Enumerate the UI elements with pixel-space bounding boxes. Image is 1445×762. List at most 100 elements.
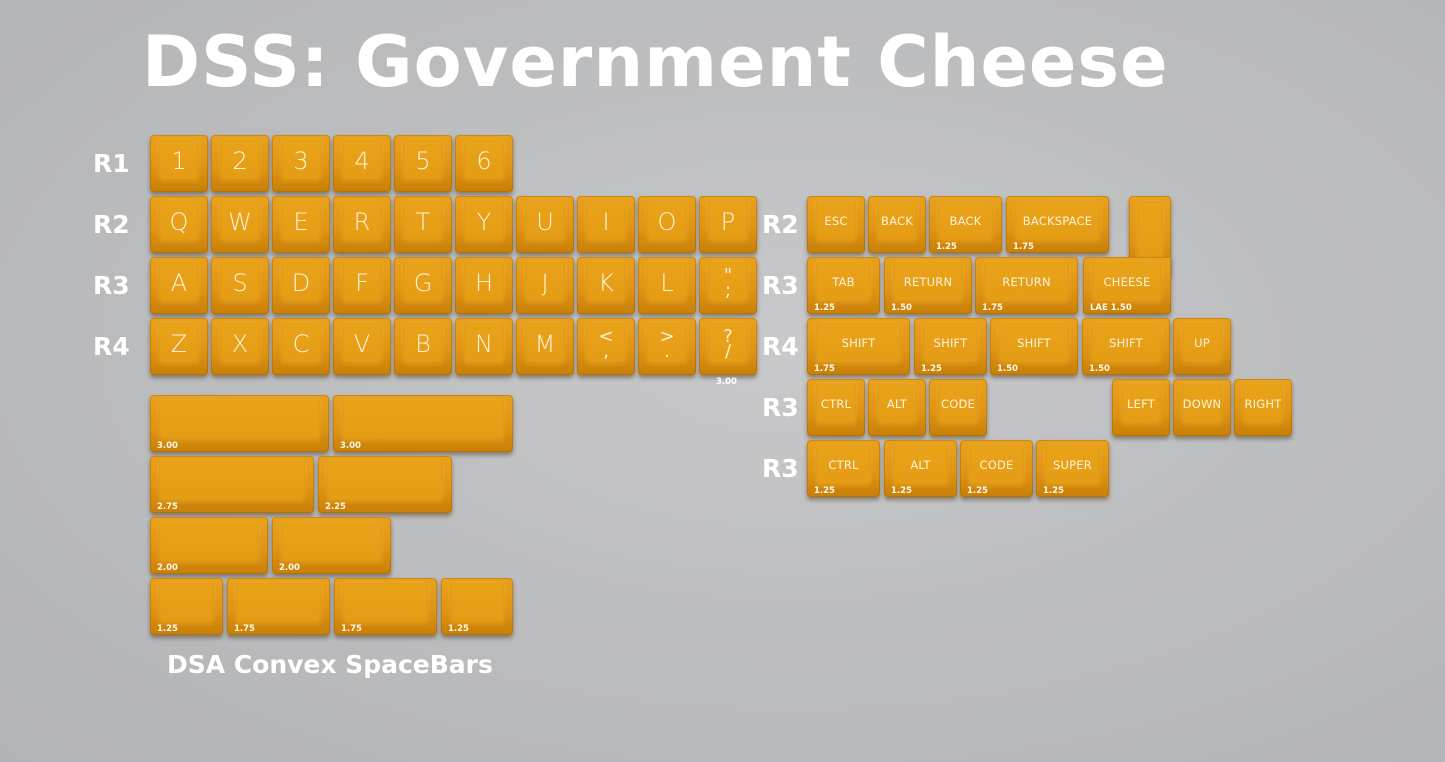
spacebar-175-a[interactable]: 1.75 <box>227 578 330 635</box>
keycap-down[interactable]: DOWN <box>1173 379 1231 436</box>
key-legend: 4 <box>354 146 370 175</box>
keycap-ctrl-1u[interactable]: CTRL <box>807 379 865 436</box>
keycap-slash[interactable]: ? / <box>699 318 757 375</box>
key-legend: " ; <box>723 264 733 301</box>
keycap-super-125[interactable]: SUPER 1.25 <box>1036 440 1109 497</box>
spacebar-300-a[interactable]: 3.00 <box>150 395 329 452</box>
keycap-p[interactable]: P <box>699 196 757 253</box>
keycap-back-125[interactable]: BACK 1.25 <box>929 196 1002 253</box>
keycap-m[interactable]: M <box>516 318 574 375</box>
key-size: 1.75 <box>341 624 362 634</box>
keycap-left[interactable]: LEFT <box>1112 379 1170 436</box>
keycap-b[interactable]: B <box>394 318 452 375</box>
keycap-up[interactable]: UP <box>1173 318 1231 375</box>
keycap-period[interactable]: > . <box>638 318 696 375</box>
keycap-esc[interactable]: ESC <box>807 196 865 253</box>
keycap-6[interactable]: 6 <box>455 135 513 192</box>
key-legend: W <box>228 207 252 236</box>
keycap-return-175[interactable]: RETURN 1.75 <box>975 257 1078 314</box>
spacebar-caption: DSA Convex SpaceBars <box>167 650 493 679</box>
keycap-y[interactable]: Y <box>455 196 513 253</box>
keycap-u[interactable]: U <box>516 196 574 253</box>
keycap-k[interactable]: K <box>577 257 635 314</box>
keycap-5[interactable]: 5 <box>394 135 452 192</box>
keycap-i[interactable]: I <box>577 196 635 253</box>
keycap-x[interactable]: X <box>211 318 269 375</box>
keycap-j[interactable]: J <box>516 257 574 314</box>
keycap-quote[interactable]: " ; <box>699 257 757 314</box>
keycap-c[interactable]: C <box>272 318 330 375</box>
keycap-1[interactable]: 1 <box>150 135 208 192</box>
spacebar-200-a[interactable]: 2.00 <box>150 517 268 574</box>
key-size: 1.25 <box>921 364 942 374</box>
key-legend: 6 <box>476 146 492 175</box>
spacebar-125-b[interactable]: 1.25 <box>441 578 513 635</box>
keycap-code-1u[interactable]: CODE <box>929 379 987 436</box>
key-legend: CODE <box>940 396 975 411</box>
keycap-v[interactable]: V <box>333 318 391 375</box>
keycap-l[interactable]: L <box>638 257 696 314</box>
keycap-shift-150-a[interactable]: SHIFT 1.50 <box>990 318 1078 375</box>
key-legend: K <box>598 268 614 297</box>
key-legend: RIGHT <box>1244 396 1282 411</box>
spacebar-175-b[interactable]: 1.75 <box>334 578 437 635</box>
spacebar-125-a[interactable]: 1.25 <box>150 578 223 635</box>
spacebar-300-b[interactable]: 3.00 <box>333 395 513 452</box>
keycap-q[interactable]: Q <box>150 196 208 253</box>
keycap-3[interactable]: 3 <box>272 135 330 192</box>
keycap-shift-175[interactable]: SHIFT 1.75 <box>807 318 910 375</box>
keycap-f[interactable]: F <box>333 257 391 314</box>
keycap-ctrl-125[interactable]: CTRL 1.25 <box>807 440 880 497</box>
keycap-shift-125[interactable]: SHIFT 1.25 <box>914 318 987 375</box>
row-label-r4: R4 <box>93 332 130 361</box>
spacebar-225[interactable]: 2.25 <box>318 456 452 513</box>
keycap-backspace[interactable]: BACKSPACE 1.75 <box>1006 196 1109 253</box>
key-legend: RETURN <box>903 274 953 289</box>
key-legend: BACK <box>949 213 982 228</box>
key-legend: B <box>415 329 431 358</box>
keycap-n[interactable]: N <box>455 318 513 375</box>
keycap-shift-150-b[interactable]: SHIFT 1.50 <box>1082 318 1170 375</box>
keycap-4[interactable]: 4 <box>333 135 391 192</box>
key-size: 2.25 <box>325 502 346 512</box>
keycap-comma[interactable]: < , <box>577 318 635 375</box>
keycap-g[interactable]: G <box>394 257 452 314</box>
keycap-e[interactable]: E <box>272 196 330 253</box>
keycap-tab[interactable]: TAB 1.25 <box>807 257 880 314</box>
key-legend: Y <box>476 207 492 236</box>
keycap-z[interactable]: Z <box>150 318 208 375</box>
keycap-right[interactable]: RIGHT <box>1234 379 1292 436</box>
keycap-h[interactable]: H <box>455 257 513 314</box>
key-legend: N <box>475 329 493 358</box>
keycap-code-125[interactable]: CODE 1.25 <box>960 440 1033 497</box>
keycap-cheese-lae[interactable]: CHEESE LAE 1.50 <box>1083 257 1171 314</box>
spacebar-275[interactable]: 2.75 <box>150 456 314 513</box>
spacebar-200-b[interactable]: 2.00 <box>272 517 391 574</box>
keycap-o[interactable]: O <box>638 196 696 253</box>
key-legend: > . <box>659 325 675 362</box>
keycap-return-150[interactable]: RETURN 1.50 <box>884 257 972 314</box>
keycap-alt-1u[interactable]: ALT <box>868 379 926 436</box>
key-legend: H <box>474 268 494 297</box>
keycap-a[interactable]: A <box>150 257 208 314</box>
key-legend: I <box>602 207 610 236</box>
keycap-2[interactable]: 2 <box>211 135 269 192</box>
keycap-s[interactable]: S <box>211 257 269 314</box>
key-legend: RETURN <box>1002 274 1051 289</box>
key-legend: 3 <box>293 146 309 175</box>
key-legend: SHIFT <box>841 335 876 350</box>
key-legend: C <box>292 329 310 358</box>
key-legend: Q <box>169 207 189 236</box>
key-legend: D <box>291 268 311 297</box>
key-legend: ? / <box>723 325 733 362</box>
keycap-back-1u[interactable]: BACK <box>868 196 926 253</box>
keycap-t[interactable]: T <box>394 196 452 253</box>
key-legend: SUPER <box>1053 457 1092 472</box>
key-size: 1.25 <box>967 486 988 496</box>
keycap-d[interactable]: D <box>272 257 330 314</box>
key-size: 1.25 <box>891 486 912 496</box>
keycap-alt-125[interactable]: ALT 1.25 <box>884 440 957 497</box>
keycap-w[interactable]: W <box>211 196 269 253</box>
key-legend: S <box>232 268 248 297</box>
keycap-r[interactable]: R <box>333 196 391 253</box>
